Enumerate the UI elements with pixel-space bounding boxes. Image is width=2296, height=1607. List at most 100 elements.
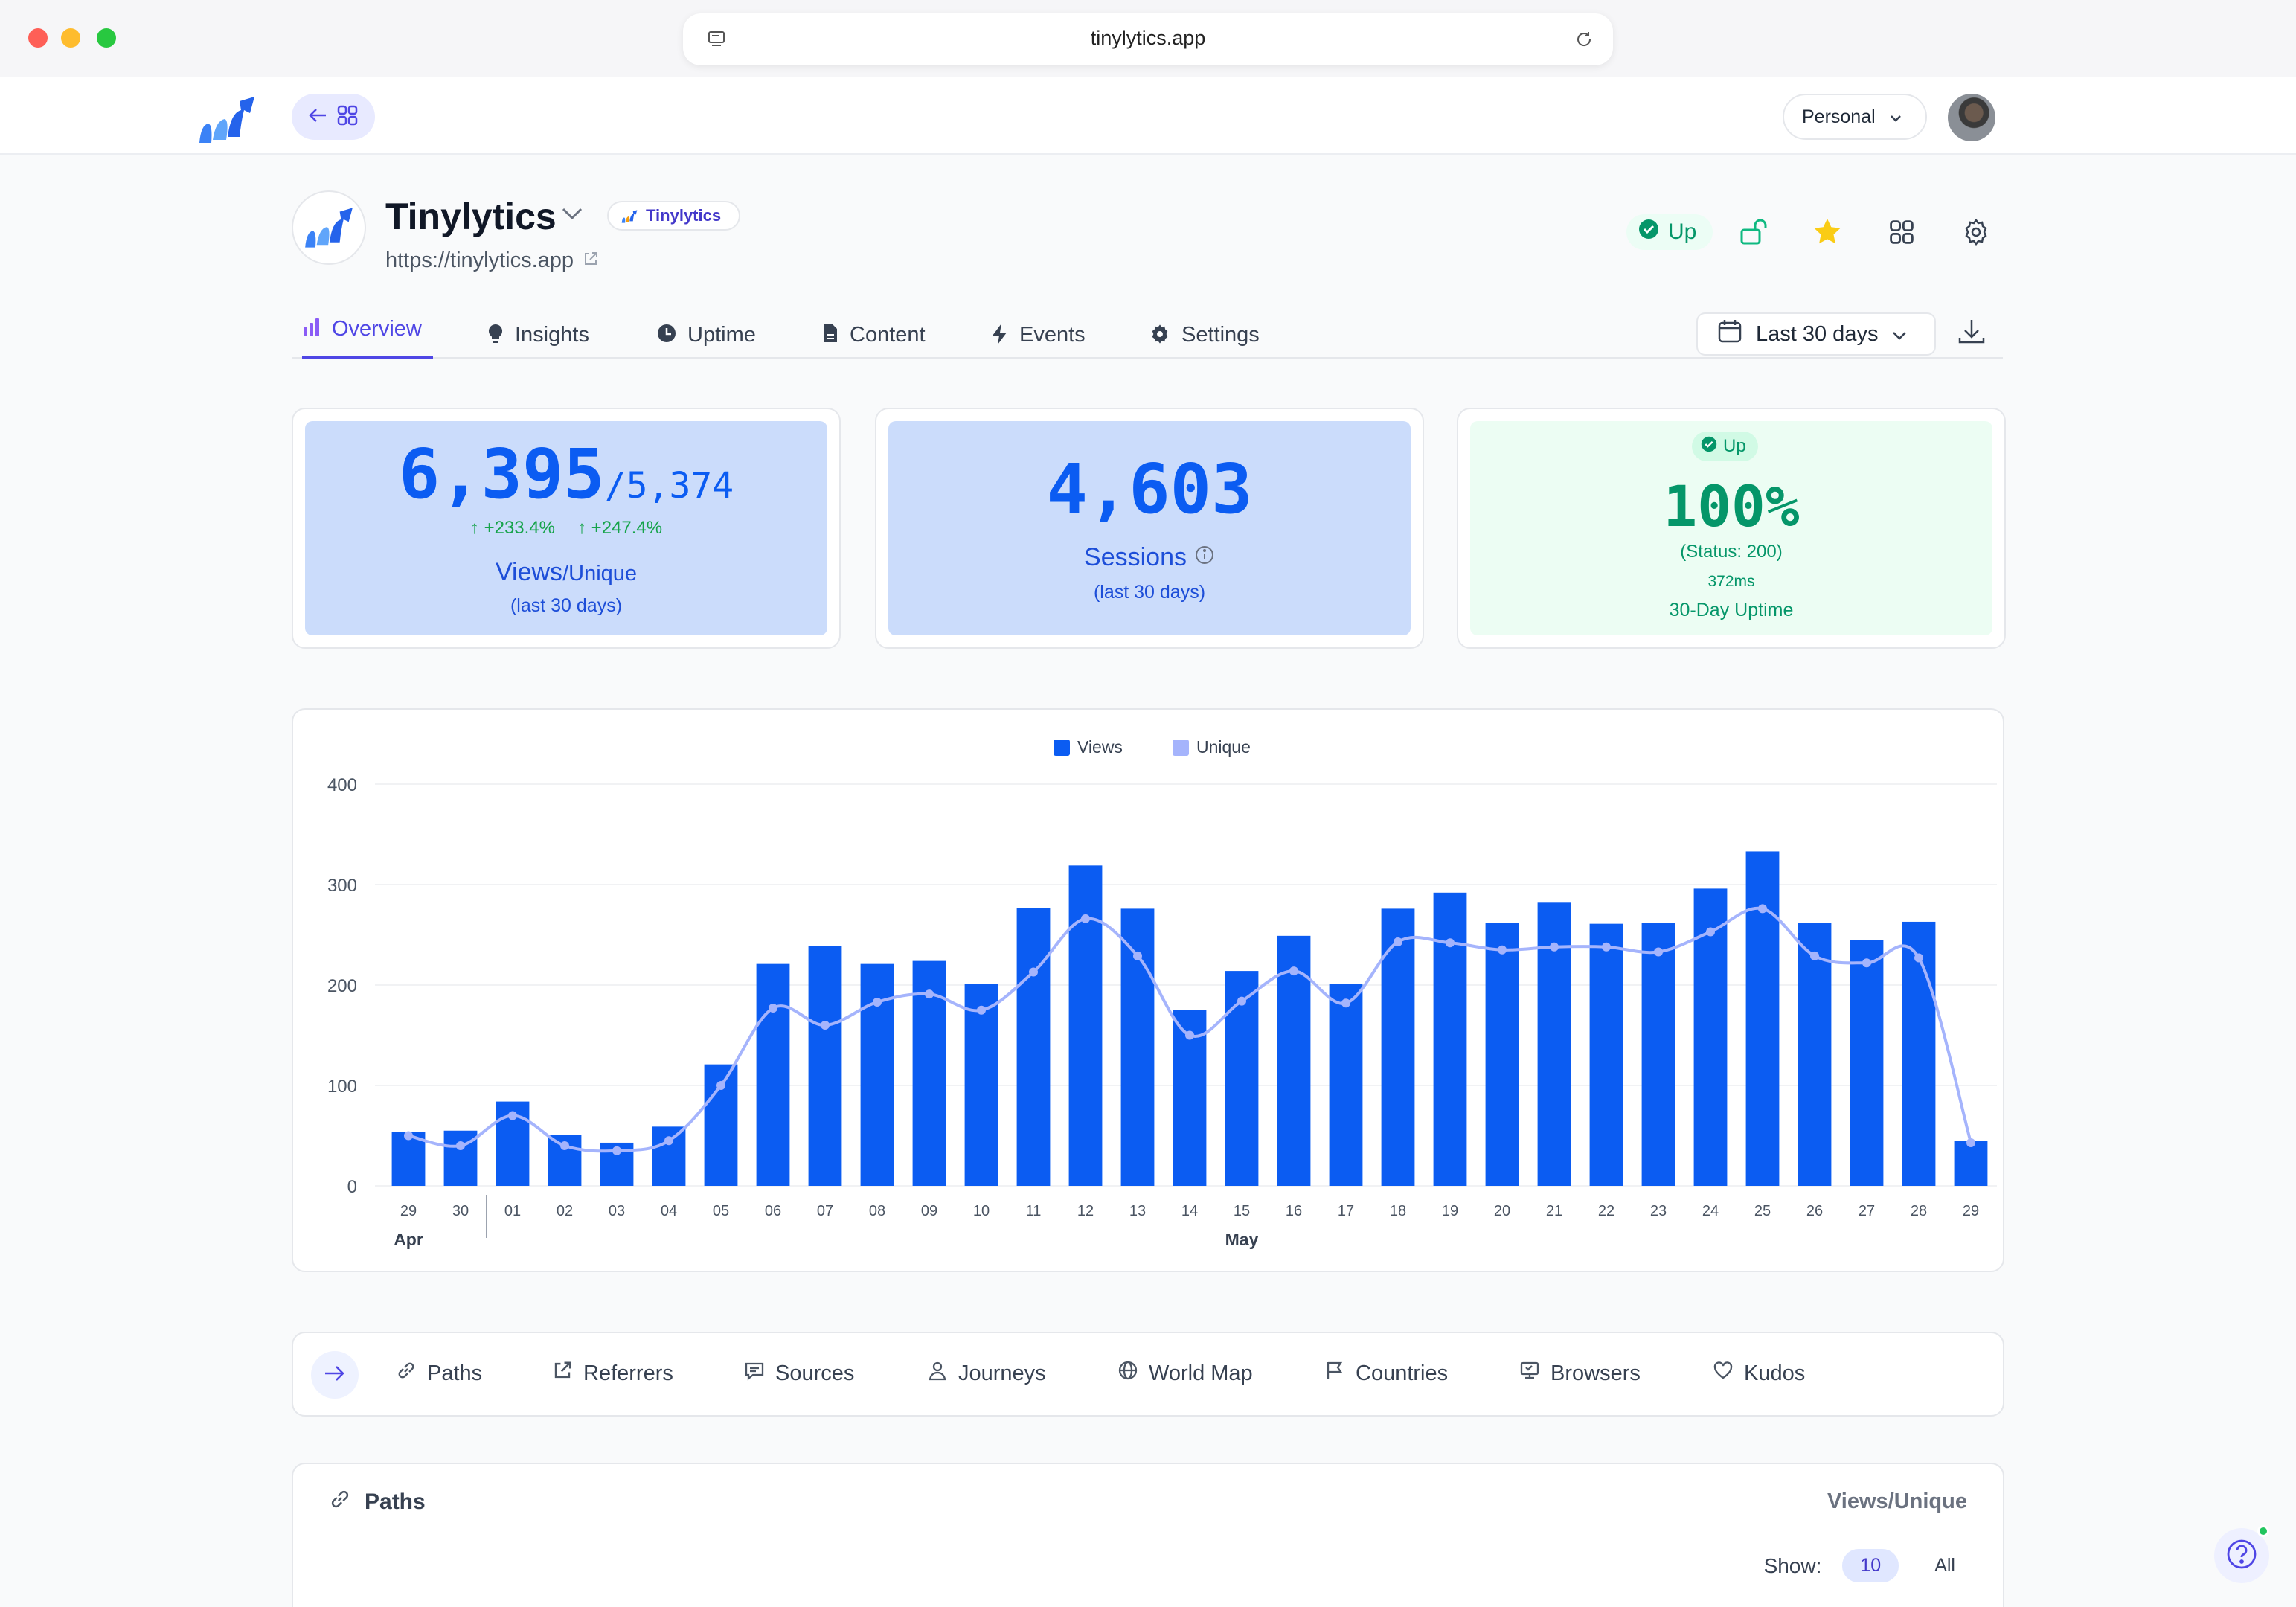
tab-uptime-label: Uptime (687, 323, 756, 347)
point-unique (508, 1111, 517, 1120)
point-unique (977, 1005, 986, 1015)
widgets-button[interactable] (1884, 216, 1920, 251)
subtab-world-map-label: World Map (1149, 1361, 1253, 1385)
uptime-status-badge[interactable]: Up (1626, 214, 1713, 250)
address-bar[interactable]: tinylytics.app (683, 13, 1613, 65)
arrow-right-icon (324, 1364, 346, 1386)
point-unique (1341, 998, 1350, 1008)
grid-icon (1888, 219, 1915, 249)
unlock-icon (1739, 216, 1770, 251)
subtab-browsers[interactable]: Browsers (1519, 1360, 1641, 1387)
bar-views (1120, 908, 1155, 1186)
uptime-label: 30-Day Uptime (1669, 600, 1794, 620)
user-avatar[interactable] (1948, 94, 1995, 141)
x-tick-label: 10 (973, 1203, 990, 1219)
minimize-window-button[interactable] (61, 28, 80, 48)
show-all-button[interactable]: All (1934, 1555, 1955, 1576)
main-tabs: Overview Insights Uptime Content Events … (292, 308, 2003, 359)
point-unique (1758, 904, 1767, 914)
uptime-card-badge: Up (1692, 432, 1758, 461)
check-circle-icon (1701, 436, 1717, 458)
download-icon[interactable] (1957, 317, 1986, 350)
bar-views (1745, 851, 1780, 1186)
subtab-referrers-label: Referrers (583, 1361, 673, 1385)
calendar-icon (1717, 318, 1742, 350)
x-tick-label: 17 (1338, 1203, 1354, 1219)
tab-settings[interactable]: Settings (1149, 323, 1260, 365)
browser-icon (1519, 1360, 1540, 1387)
bar-views (1225, 971, 1259, 1186)
grid-icon (336, 104, 359, 130)
paths-panel: Paths Views/Unique Show: 10 All (292, 1463, 2004, 1607)
favorite-button[interactable] (1809, 216, 1845, 251)
subtab-countries-label: Countries (1356, 1361, 1449, 1385)
maximize-window-button[interactable] (97, 28, 116, 48)
show-count-selector: Show: 10 All (1764, 1549, 1955, 1582)
x-tick-label: 29 (400, 1203, 417, 1219)
views-label: Views (495, 558, 563, 586)
point-unique (1394, 937, 1402, 946)
unique-label: /Unique (562, 562, 638, 586)
line-unique (408, 906, 1972, 1153)
subtab-sources[interactable]: Sources (744, 1360, 854, 1387)
tab-insights[interactable]: Insights (487, 323, 589, 365)
show-10-button[interactable]: 10 (1842, 1549, 1899, 1582)
project-logo (292, 190, 366, 265)
point-unique (821, 1021, 830, 1030)
uptime-latency: 372ms (1707, 573, 1755, 590)
tab-content[interactable]: Content (821, 323, 926, 365)
y-tick-label: 300 (327, 876, 357, 896)
workspace-selector[interactable]: Personal (1783, 94, 1927, 140)
project-url-link[interactable]: https://tinylytics.app (385, 248, 599, 273)
x-tick-label: 23 (1650, 1203, 1667, 1219)
breakdown-toggle-button[interactable] (311, 1351, 359, 1399)
subtab-paths[interactable]: Paths (396, 1360, 482, 1387)
heart-icon (1713, 1360, 1734, 1387)
subtab-world-map[interactable]: World Map (1117, 1360, 1253, 1387)
legend-swatch-unique (1173, 740, 1189, 756)
star-icon (1812, 216, 1843, 251)
views-deltas: ↑ +233.4% ↑ +247.4% (305, 518, 827, 539)
tinylytics-logo[interactable] (195, 88, 259, 155)
project-switcher-chevron-icon[interactable] (559, 205, 585, 225)
external-link-icon (552, 1360, 573, 1387)
tab-overview-label: Overview (332, 317, 422, 341)
point-unique (560, 1141, 569, 1150)
project-badge-label: Tinylytics (646, 206, 722, 225)
bolt-icon (991, 323, 1009, 351)
bar-chart-icon (302, 317, 321, 344)
tab-events[interactable]: Events (991, 323, 1086, 365)
public-share-button[interactable] (1737, 216, 1772, 251)
reload-icon[interactable] (1574, 30, 1594, 53)
point-unique (873, 997, 882, 1007)
subtab-kudos[interactable]: Kudos (1713, 1360, 1805, 1387)
help-button[interactable] (2214, 1528, 2269, 1583)
point-unique (769, 1004, 777, 1013)
views-chart: 0 100 200 300 400 29 30 01 02 03 04 05 06 07 08 09 10 11 1… (327, 737, 1997, 1249)
chevron-down-icon (1891, 322, 1908, 347)
site-settings-button[interactable] (1958, 216, 1994, 251)
date-range-selector[interactable]: Last 30 days (1696, 312, 1936, 356)
x-tick-label: 01 (504, 1203, 521, 1219)
close-window-button[interactable] (28, 28, 48, 48)
subtab-countries[interactable]: Countries (1324, 1360, 1448, 1387)
document-icon (821, 323, 839, 350)
back-to-dashboard-button[interactable] (292, 94, 375, 140)
subtab-referrers[interactable]: Referrers (552, 1360, 673, 1387)
point-unique (1602, 942, 1611, 952)
subtab-paths-label: Paths (427, 1361, 483, 1385)
tab-uptime[interactable]: Uptime (656, 323, 756, 365)
x-tick-label: 12 (1077, 1203, 1094, 1219)
bar-views (756, 963, 790, 1186)
x-tick-label: 28 (1911, 1203, 1927, 1219)
y-tick-label: 0 (347, 1177, 357, 1197)
subtab-journeys[interactable]: Journeys (927, 1360, 1046, 1387)
bar-views (1850, 940, 1884, 1186)
views-caption: Views/Unique (305, 558, 827, 587)
bar-views (391, 1132, 426, 1186)
tab-overview[interactable]: Overview (302, 317, 433, 359)
info-icon[interactable] (1194, 543, 1215, 572)
bar-views (1277, 935, 1311, 1186)
x-tick-label: 07 (817, 1203, 833, 1219)
gear-icon (1149, 323, 1171, 351)
